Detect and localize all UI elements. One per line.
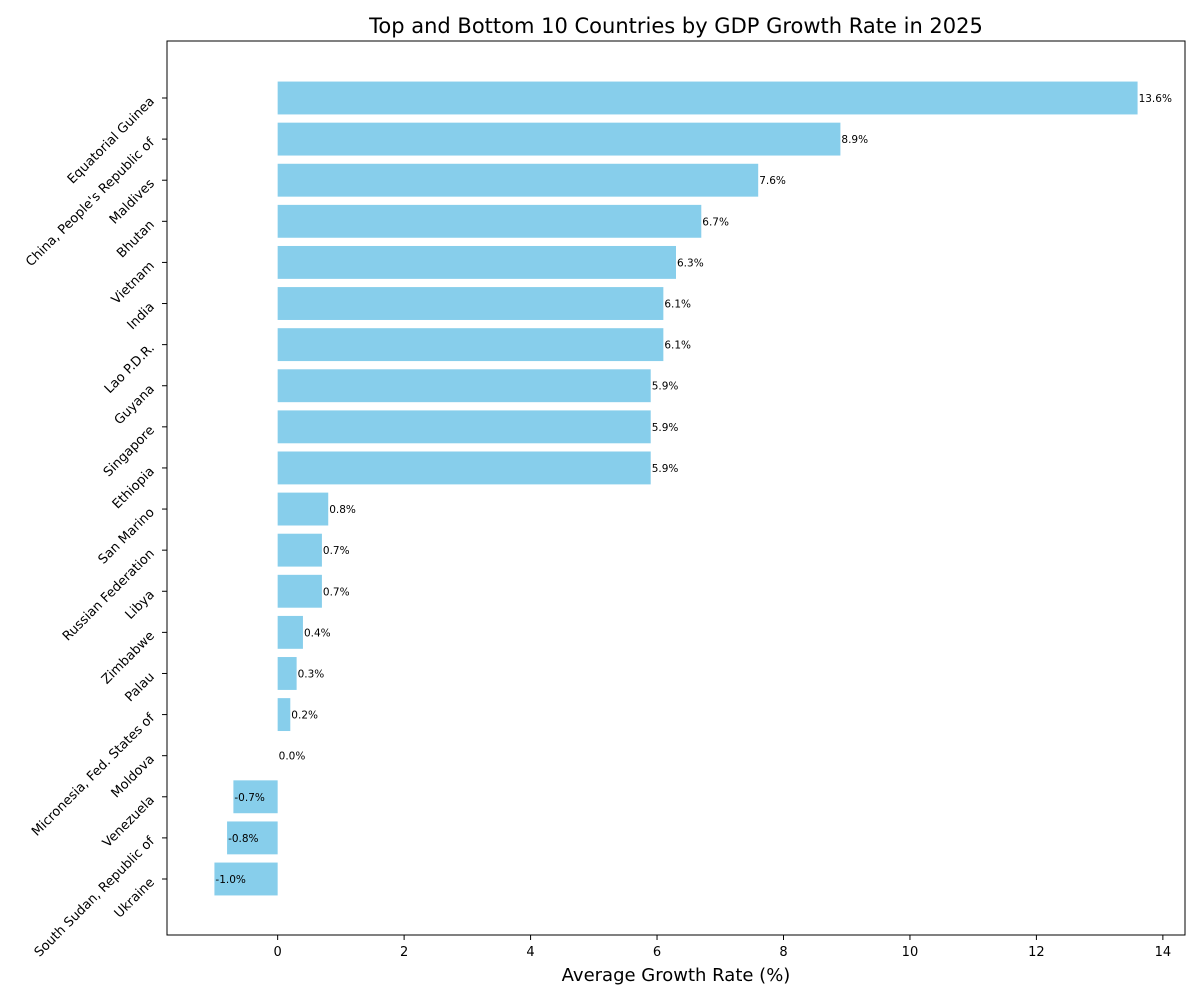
bar <box>277 533 322 567</box>
x-tick-label: 14 <box>1155 945 1172 960</box>
x-axis: 0 2 4 6 8 10 12 14 <box>274 935 1172 960</box>
bar <box>277 204 702 238</box>
bar <box>277 574 322 608</box>
bar-value-label: 0.0% <box>279 751 306 763</box>
chart-title: Top and Bottom 10 Countries by GDP Growt… <box>368 14 983 38</box>
y-tick-label: Vietnam <box>109 259 158 308</box>
bar-value-label: 5.9% <box>652 463 679 475</box>
bar-value-label: 7.6% <box>759 175 786 187</box>
bar-value-label: 0.2% <box>291 710 318 722</box>
y-tick-label: India <box>125 300 158 333</box>
bar <box>277 81 1138 115</box>
plot-frame <box>166 40 1186 936</box>
bar <box>277 615 303 649</box>
y-tick-label: Palau <box>122 670 157 705</box>
x-tick-label: 4 <box>526 945 534 960</box>
x-tick-label: 10 <box>902 945 919 960</box>
bar-value-label: -1.0% <box>215 874 245 886</box>
bar-value-label: -0.7% <box>234 792 264 804</box>
bar-value-label: 13.6% <box>1139 93 1172 105</box>
bar <box>227 821 278 855</box>
bar-value-label: 6.1% <box>664 299 691 311</box>
bar <box>277 245 676 279</box>
bar-value-label: 6.1% <box>664 340 691 352</box>
bar-value-label: 0.3% <box>298 668 325 680</box>
bar <box>277 410 651 444</box>
bar <box>277 698 291 732</box>
x-tick-label: 6 <box>653 945 661 960</box>
bar-value-label: 0.8% <box>329 504 356 516</box>
x-tick-label: 12 <box>1028 945 1045 960</box>
bar <box>277 287 664 320</box>
value-labels: 13.6% 8.9% 7.6% 6.7% 6.3% 6.1% 6.1% 5.9% 5.9% 5.9… <box>215 93 1172 886</box>
bar-value-label: 0.4% <box>304 627 331 639</box>
bar-value-label: 5.9% <box>652 422 679 434</box>
bars <box>214 81 1138 896</box>
bar <box>277 328 664 362</box>
bar-value-label: 6.7% <box>702 216 729 228</box>
bar-value-label: 0.7% <box>323 586 350 598</box>
bar <box>277 492 329 526</box>
bar <box>277 369 651 403</box>
x-tick-label: 8 <box>779 945 787 960</box>
bar-value-label: 0.7% <box>323 545 350 557</box>
bar <box>277 657 297 690</box>
bar-value-label: 5.9% <box>652 381 679 393</box>
bar <box>233 780 278 814</box>
bar-value-label: 8.9% <box>841 134 868 146</box>
bar-value-label: -0.8% <box>228 833 258 845</box>
bar <box>277 122 841 156</box>
x-tick-label: 2 <box>400 945 408 960</box>
bar <box>277 451 651 485</box>
bar <box>214 862 278 896</box>
x-tick-label: 0 <box>274 945 282 960</box>
x-axis-title: Average Growth Rate (%) <box>562 965 791 986</box>
bar <box>277 163 759 197</box>
bar-value-label: 6.3% <box>677 257 704 269</box>
y-tick-label: Libya <box>123 587 158 622</box>
